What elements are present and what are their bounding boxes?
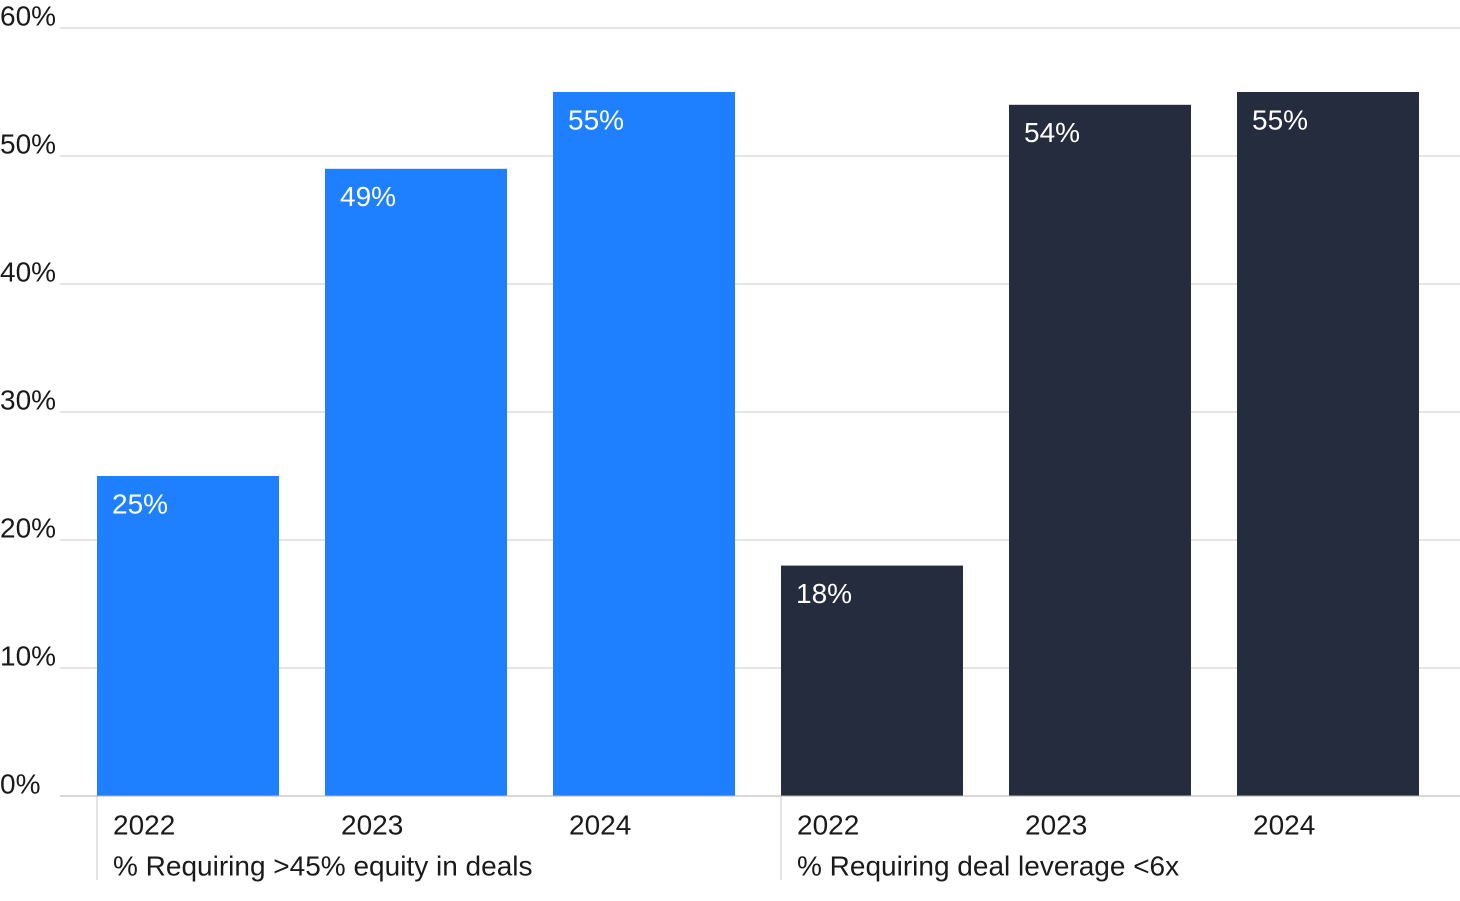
bar: [325, 168, 507, 797]
x-tick-label: 2022: [797, 809, 859, 840]
bar: [1237, 92, 1419, 796]
x-tick-label: 2023: [1025, 809, 1087, 840]
value-label: 18%: [796, 578, 852, 609]
y-tick-label: 0%: [0, 768, 40, 799]
group-label: % Requiring deal leverage <6x: [797, 850, 1179, 881]
y-tick-label: 30%: [0, 384, 56, 415]
y-tick-label: 20%: [0, 512, 56, 543]
y-tick-label: 50%: [0, 128, 56, 159]
bar: [781, 565, 963, 796]
x-tick-label: 2022: [113, 809, 175, 840]
bar: [553, 92, 735, 796]
bar: [97, 476, 279, 796]
value-label: 55%: [568, 104, 624, 135]
y-tick-label: 40%: [0, 256, 56, 287]
x-tick-label: 2023: [341, 809, 403, 840]
value-label: 49%: [340, 181, 396, 212]
bar: [1009, 104, 1191, 797]
value-label: 25%: [112, 488, 168, 519]
x-tick-label: 2024: [569, 809, 631, 840]
y-tick-label: 10%: [0, 640, 56, 671]
y-tick-label: 60%: [0, 0, 56, 31]
group-label: % Requiring >45% equity in deals: [113, 850, 532, 881]
value-label: 54%: [1024, 117, 1080, 148]
value-label: 55%: [1252, 104, 1308, 135]
x-tick-label: 2024: [1253, 809, 1315, 840]
